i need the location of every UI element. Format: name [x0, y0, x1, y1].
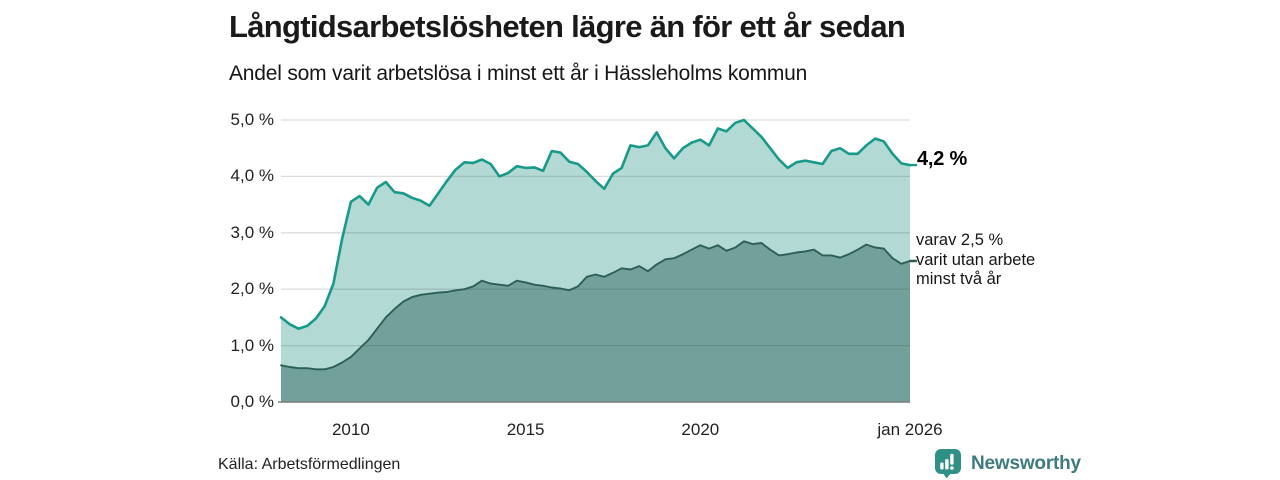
y-axis-tick-label: 1,0 % [230, 335, 274, 355]
newsworthy-brand: Newsworthy [934, 448, 1081, 479]
end-value-label-two-year-line2: varit utan arbete [916, 250, 1036, 269]
x-axis-tick-label: 2020 [681, 420, 720, 439]
x-axis-tick-label: 2010 [331, 420, 370, 439]
y-axis-tick-label: 2,0 % [230, 279, 274, 299]
y-axis-tick-label: 4,0 % [230, 166, 274, 186]
chart-subtitle: Andel som varit arbetslösa i minst ett å… [229, 62, 808, 85]
source-credit: Källa: Arbetsförmedlingen [218, 456, 401, 473]
end-value-label-two-year-line1: varav 2,5 % [916, 231, 1004, 249]
y-axis-tick-label: 0,0 % [230, 392, 274, 411]
end-value-label-two-year-line3: minst två år [916, 270, 1002, 288]
series-line-two-year [280, 240, 911, 371]
y-axis-tick-label: 3,0 % [230, 222, 274, 242]
series-line-total [279, 118, 912, 330]
x-axis-tick-label: jan 2026 [877, 420, 943, 439]
y-axis-tick-label: 5,0 % [230, 110, 274, 129]
x-axis-tick-label: 2015 [506, 420, 545, 439]
series-area-two-year [281, 241, 910, 402]
newsworthy-logo-icon [935, 449, 961, 479]
newsworthy-brand-text: Newsworthy [971, 452, 1081, 474]
chart-title: Långtidsarbetslösheten lägre än för ett … [229, 9, 906, 44]
end-value-label-two-year: varav 2,5 % varit utan arbete minst två … [916, 231, 1035, 290]
end-value-label-total: 4,2 % [917, 148, 968, 170]
